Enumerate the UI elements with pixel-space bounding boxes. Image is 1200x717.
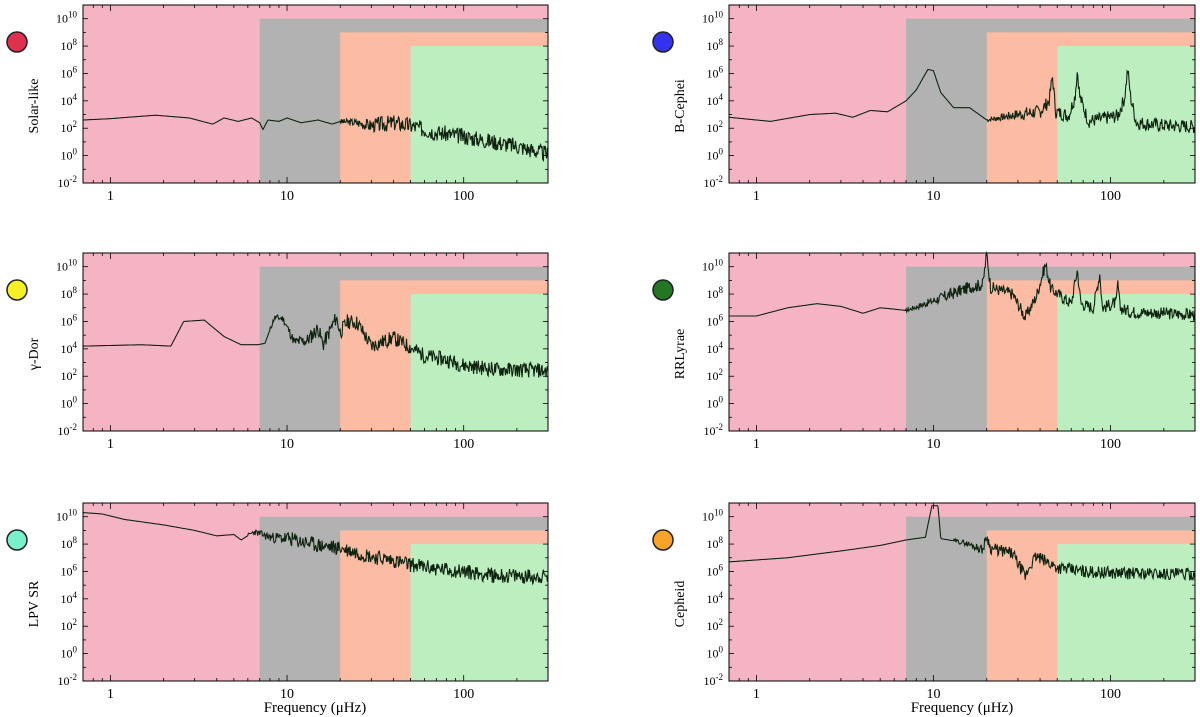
panel-label: LPV SR <box>27 580 42 627</box>
y-tick-label: 106 <box>707 562 724 578</box>
y-tick-label: 1010 <box>56 508 78 524</box>
y-tick-label: 102 <box>61 119 78 135</box>
y-tick-label: 10-2 <box>58 672 78 688</box>
y-tick-label: 10-2 <box>58 174 78 190</box>
axes-frame <box>728 502 1196 682</box>
y-tick-label: 108 <box>61 285 78 301</box>
y-tick-label: 104 <box>61 590 78 606</box>
x-tick-label: 1 <box>107 687 114 702</box>
x-axis-label-right: Frequency (μHz) <box>911 700 1014 716</box>
band-green <box>1057 46 1195 184</box>
band-green <box>410 46 548 184</box>
y-tick-label: 1010 <box>56 10 78 26</box>
y-tick-label: 102 <box>707 119 724 135</box>
spectrum-line <box>83 512 549 586</box>
y-tick-label: 108 <box>707 535 724 551</box>
x-tick-label: 10 <box>926 437 940 452</box>
panel-label: B-Cephei <box>673 79 688 133</box>
axes-frame <box>82 4 549 184</box>
panel-2: 10-2 100 102 104 106 108 1010 1 10 100 γ-Dor <box>6 252 549 452</box>
y-tick-label: 108 <box>61 535 78 551</box>
y-tick-label: 1010 <box>702 258 724 274</box>
y-tick-label: 100 <box>61 645 78 661</box>
y-tick-label: 104 <box>707 340 724 356</box>
band-green <box>1057 544 1195 681</box>
panel-label: RRLyrae <box>673 329 688 380</box>
class-marker <box>6 529 28 551</box>
x-tick-label: 100 <box>453 687 474 702</box>
class-marker <box>652 279 674 301</box>
x-axis-label-left: Frequency (μHz) <box>264 700 367 716</box>
y-tick-label: 100 <box>61 147 78 163</box>
class-marker <box>652 31 674 53</box>
x-tick-label: 1 <box>107 189 114 204</box>
x-tick-label: 1 <box>753 687 760 702</box>
x-tick-label: 100 <box>453 437 474 452</box>
x-tick-label: 100 <box>1100 687 1121 702</box>
y-tick-label: 102 <box>61 617 78 633</box>
y-tick-label: 108 <box>707 37 724 53</box>
y-tick-label: 102 <box>61 367 78 383</box>
panel-5: 10-2 100 102 104 106 108 1010 1 10 100 Cepheid <box>652 502 1196 702</box>
y-tick-label: 106 <box>61 562 78 578</box>
panel-1: 10-2 100 102 104 106 108 1010 1 10 100 B-Cephei <box>652 4 1196 204</box>
class-marker <box>6 31 28 53</box>
x-tick-label: 10 <box>926 189 940 204</box>
axes-frame <box>82 252 549 432</box>
panel-0: 10-2 100 102 104 106 108 1010 1 10 100 Solar-like <box>6 4 549 204</box>
x-tick-label: 10 <box>280 687 294 702</box>
y-tick-label: 108 <box>707 285 724 301</box>
x-tick-label: 1 <box>753 437 760 452</box>
y-tick-label: 102 <box>707 617 724 633</box>
panel-3: 10-2 100 102 104 106 108 1010 1 10 100 RRLyrae <box>652 250 1196 452</box>
spectrum-line <box>729 68 1196 133</box>
spectrum-line <box>728 505 1196 582</box>
y-tick-label: 106 <box>707 312 724 328</box>
y-tick-label: 102 <box>707 367 724 383</box>
spectrum-line <box>83 313 549 378</box>
axes-frame <box>82 502 549 682</box>
panel-label: Cepheid <box>673 581 688 628</box>
y-tick-label: 100 <box>707 645 724 661</box>
band-green <box>410 544 548 681</box>
y-tick-label: 106 <box>61 312 78 328</box>
y-tick-label: 1010 <box>702 10 724 26</box>
y-tick-label: 106 <box>707 64 724 80</box>
y-tick-label: 104 <box>707 92 724 108</box>
y-tick-label: 106 <box>61 64 78 80</box>
y-tick-label: 10-2 <box>704 672 724 688</box>
y-tick-label: 10-2 <box>704 422 724 438</box>
band-green <box>410 294 548 431</box>
y-tick-label: 10-2 <box>58 422 78 438</box>
panel-label: γ-Dor <box>27 337 42 371</box>
panel-4: 10-2 100 102 104 106 108 1010 1 10 100 LPV SR <box>6 502 549 702</box>
x-tick-label: 100 <box>1100 189 1121 204</box>
y-tick-label: 10-2 <box>704 174 724 190</box>
y-tick-label: 104 <box>61 92 78 108</box>
x-tick-label: 10 <box>280 437 294 452</box>
y-tick-label: 1010 <box>702 508 724 524</box>
y-tick-label: 100 <box>61 395 78 411</box>
y-tick-label: 1010 <box>56 258 78 274</box>
y-tick-label: 104 <box>707 590 724 606</box>
spectrum-line <box>729 250 1196 322</box>
x-tick-label: 10 <box>280 189 294 204</box>
spectrum-line <box>83 114 549 163</box>
axes-frame <box>728 4 1196 184</box>
y-tick-label: 100 <box>707 147 724 163</box>
y-tick-label: 104 <box>61 340 78 356</box>
x-tick-label: 10 <box>926 687 940 702</box>
x-tick-label: 1 <box>753 189 760 204</box>
y-tick-label: 100 <box>707 395 724 411</box>
x-tick-label: 100 <box>1100 437 1121 452</box>
y-tick-label: 108 <box>61 37 78 53</box>
panel-label: Solar-like <box>27 79 42 134</box>
x-tick-label: 1 <box>107 437 114 452</box>
class-marker <box>652 529 674 551</box>
axes-frame <box>728 252 1196 432</box>
x-tick-label: 100 <box>453 189 474 204</box>
class-marker <box>6 279 28 301</box>
